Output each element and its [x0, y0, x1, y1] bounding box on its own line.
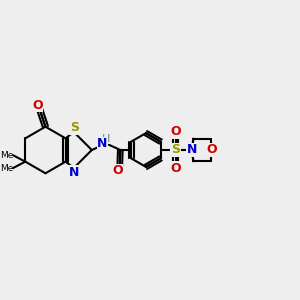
Text: Me: Me [1, 164, 14, 172]
Text: N: N [69, 166, 80, 179]
Text: O: O [112, 164, 123, 178]
Text: N: N [187, 143, 197, 157]
Text: S: S [171, 143, 180, 157]
Text: H: H [102, 134, 110, 144]
Text: N: N [97, 137, 107, 150]
Text: Me: Me [1, 151, 14, 160]
Text: O: O [206, 143, 217, 157]
Text: O: O [170, 125, 181, 139]
Text: O: O [170, 161, 181, 175]
Text: S: S [70, 121, 79, 134]
Text: O: O [32, 99, 43, 112]
